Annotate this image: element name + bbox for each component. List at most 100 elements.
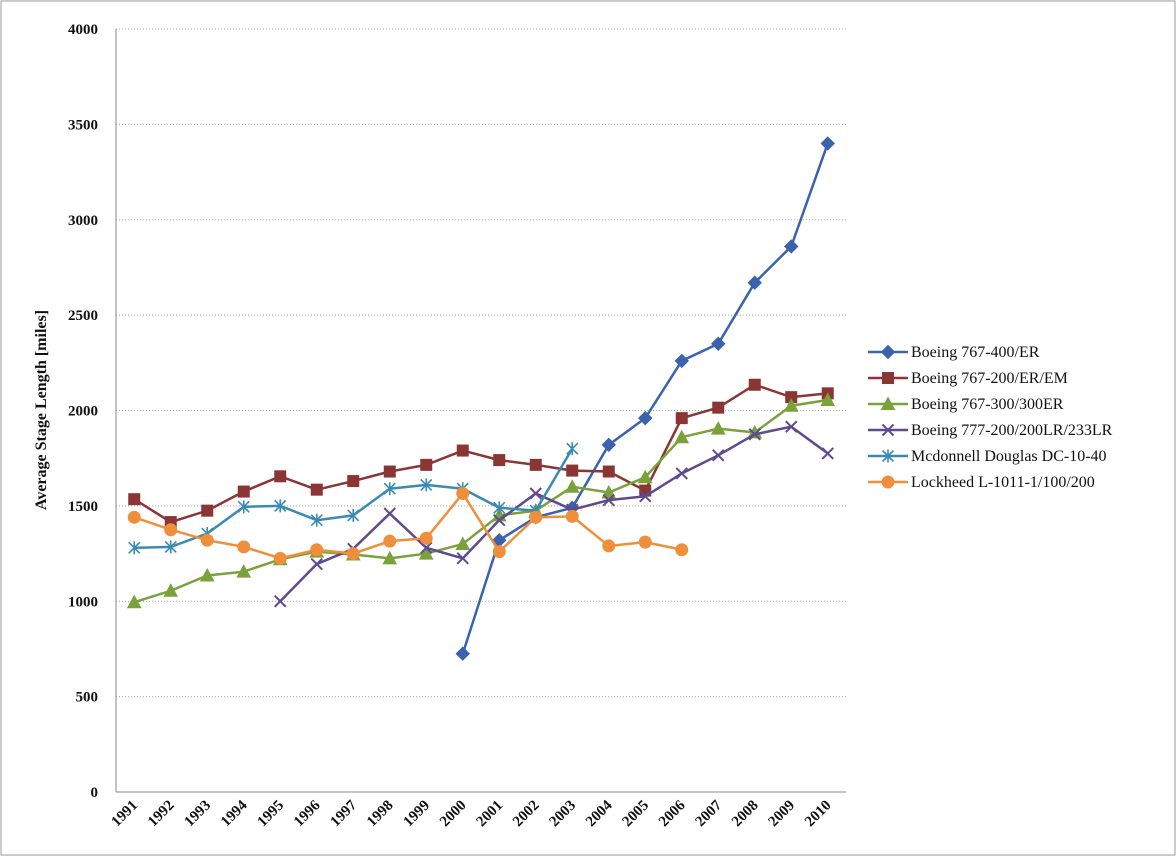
marker	[493, 454, 506, 467]
y-tick-label: 2000	[68, 404, 98, 420]
marker	[201, 504, 214, 517]
marker	[493, 513, 506, 527]
marker	[602, 493, 615, 507]
marker	[710, 421, 726, 435]
marker	[274, 595, 287, 608]
marker	[418, 546, 434, 560]
marker	[820, 392, 836, 407]
marker	[529, 458, 542, 471]
legend-label: Mcdonnell Douglas DC-10-40	[911, 448, 1107, 465]
marker	[310, 513, 323, 527]
series-line	[133, 491, 683, 560]
marker	[529, 487, 542, 500]
marker	[164, 540, 177, 554]
marker	[748, 378, 761, 391]
marker	[383, 507, 396, 520]
marker	[456, 444, 469, 457]
marker	[420, 541, 433, 555]
marker	[456, 486, 470, 500]
marker	[565, 509, 579, 523]
marker	[347, 475, 360, 488]
marker	[747, 275, 762, 290]
marker	[674, 353, 689, 369]
marker	[529, 510, 543, 524]
marker	[455, 646, 470, 661]
marker	[820, 136, 835, 151]
marker	[783, 398, 799, 412]
legend-label: Boeing 767-200/ER/EM	[911, 370, 1068, 387]
marker	[712, 401, 725, 414]
marker	[674, 429, 690, 444]
marker	[785, 420, 798, 433]
marker	[127, 510, 141, 524]
marker	[455, 536, 471, 551]
marker	[637, 469, 653, 484]
marker	[493, 501, 506, 515]
marker	[126, 594, 142, 609]
marker	[382, 550, 398, 565]
marker	[237, 500, 250, 514]
y-tick-label: 3000	[68, 213, 98, 229]
marker	[675, 543, 689, 557]
marker	[274, 499, 287, 513]
legend-marker	[882, 372, 894, 384]
marker	[199, 567, 215, 582]
marker	[310, 557, 323, 571]
marker	[128, 541, 141, 555]
legend-label: Boeing 767-300/300ER	[911, 396, 1064, 413]
legend-marker	[881, 475, 895, 489]
marker	[237, 485, 250, 498]
legend-marker	[881, 449, 895, 463]
legend-label: Boeing 767-400/ER	[911, 344, 1040, 361]
series-line	[133, 383, 828, 524]
marker	[456, 552, 469, 565]
marker	[346, 547, 360, 561]
marker	[675, 412, 688, 425]
marker	[164, 523, 178, 537]
legend-label: Boeing 777-200/200LR/233LR	[911, 422, 1113, 439]
marker	[420, 458, 433, 471]
marker	[310, 483, 323, 496]
marker	[383, 534, 397, 548]
marker	[492, 545, 506, 559]
marker	[236, 564, 252, 578]
marker	[712, 449, 725, 462]
marker	[383, 465, 396, 478]
marker	[675, 467, 688, 480]
marker	[711, 336, 726, 351]
y-tick-label: 3500	[68, 117, 98, 133]
marker	[638, 535, 652, 549]
marker	[200, 533, 214, 547]
marker	[748, 428, 761, 441]
series-line	[133, 398, 828, 604]
marker	[163, 583, 179, 597]
marker	[273, 551, 287, 565]
legend-marker	[880, 396, 896, 410]
marker	[566, 442, 579, 456]
marker	[601, 484, 617, 499]
y-tick-label: 0	[91, 785, 99, 801]
marker	[639, 490, 652, 503]
legend-label: Lockheed L-1011-1/100/200	[911, 474, 1095, 491]
marker	[638, 410, 653, 426]
marker	[602, 539, 616, 553]
series-line	[279, 425, 829, 603]
y-tick-label: 1500	[68, 499, 98, 515]
marker	[347, 508, 360, 522]
marker	[383, 482, 396, 496]
y-tick-label: 1000	[68, 594, 98, 610]
marker	[420, 478, 433, 492]
marker	[601, 437, 616, 453]
marker	[128, 493, 141, 506]
marker	[310, 543, 324, 557]
y-tick-label: 500	[76, 690, 99, 706]
marker	[602, 465, 615, 478]
legend-marker	[881, 423, 895, 437]
marker	[566, 464, 579, 477]
y-tick-label: 4000	[68, 22, 98, 38]
marker	[564, 479, 580, 493]
marker	[274, 470, 287, 483]
